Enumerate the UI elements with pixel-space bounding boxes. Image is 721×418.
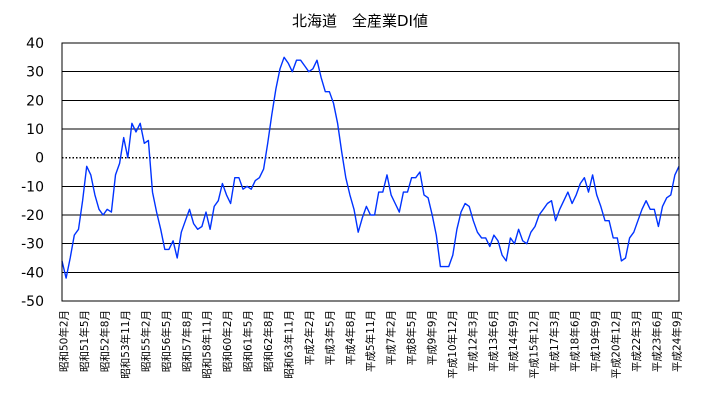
series-line-0 [61,56,680,279]
x-tick-label: 平成7年2月 [385,310,398,365]
y-tick-label: 40 [26,36,44,52]
x-tick-label: 平成23年6月 [650,310,663,372]
x-tick-label: 昭和56年5月 [160,310,173,372]
x-tick-label: 平成19年9月 [589,310,602,372]
x-tick-label: 平成10年12月 [446,310,459,379]
y-tick-label: 20 [26,93,44,109]
x-tick-label: 平成22年3月 [630,310,643,372]
x-tick-label: 平成15年12月 [528,310,541,379]
x-tick-label: 昭和60年2月 [221,310,234,372]
x-tick-label: 平成5年11月 [364,310,377,372]
x-tick-label: 昭和55年2月 [139,310,152,372]
y-tick-label: -30 [21,237,44,253]
series-layer [61,56,680,279]
x-axis-ticks: 昭和50年2月 昭和51年5月 昭和52年8月 昭和53年11月 昭和55年2月 昭和56… [58,310,684,379]
x-tick-label: 平成13年6月 [487,310,500,372]
x-tick-label: 昭和52年8月 [99,310,112,372]
y-tick-label: -40 [21,265,44,281]
y-axis-ticks: 40 30 20 10 0 -10 -20 -30 -40 -50 [21,36,44,310]
y-tick-label: -20 [21,208,44,224]
x-tick-label: 昭和63年11月 [282,310,295,379]
y-tick-label: -10 [21,179,44,195]
x-tick-label: 昭和61年5月 [242,310,255,372]
plot-area-frame [61,42,680,302]
gridlines [62,71,679,273]
y-tick-label: 0 [35,151,44,167]
x-tick-label: 昭和51年5月 [78,310,91,372]
x-tick-label: 平成20年12月 [609,310,622,379]
chart-title: 北海道 全産業DI値 [292,12,428,30]
x-tick-label: 昭和50年2月 [58,310,71,372]
x-tick-label: 昭和62年8月 [262,310,275,372]
x-tick-label: 平成2年2月 [303,310,316,365]
x-tick-label: 平成8年5月 [405,310,418,365]
x-tick-label: 平成4年8月 [344,310,357,365]
x-tick-label: 平成12年3月 [466,310,479,372]
x-tick-label: 昭和57年8月 [180,310,193,372]
y-tick-label: 10 [26,122,44,138]
x-tick-label: 平成3年5月 [323,310,336,365]
y-tick-label: 30 [26,65,44,81]
x-tick-label: 平成9年9月 [425,310,438,365]
x-tick-label: 昭和53年11月 [119,310,132,379]
x-tick-label: 昭和58年11月 [201,310,214,379]
x-tick-label: 平成14年9月 [507,310,520,372]
x-tick-label: 平成24年9月 [671,310,684,372]
x-tick-label: 平成17年3月 [548,310,561,372]
y-tick-label: -50 [21,294,44,310]
x-tick-label: 平成18年6月 [568,310,581,372]
